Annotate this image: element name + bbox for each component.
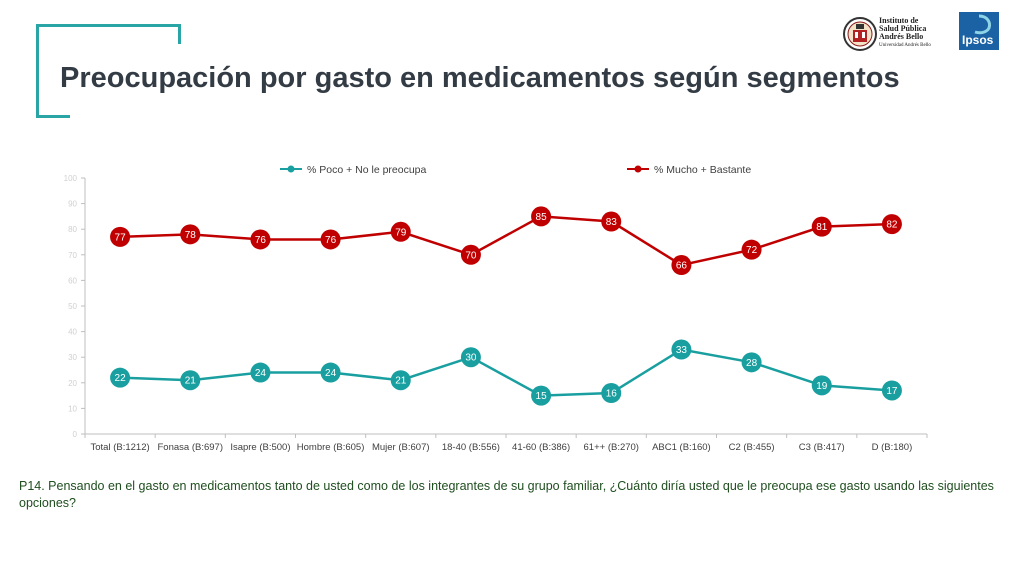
iasb-line-1: Instituto de bbox=[879, 16, 919, 25]
data-point bbox=[390, 221, 411, 242]
data-label: 16 bbox=[606, 389, 618, 400]
legend-swatch-marker bbox=[287, 165, 295, 173]
y-tick-label: 100 bbox=[64, 174, 78, 183]
x-tick-label: C3 (B:417) bbox=[799, 442, 845, 453]
data-label: 15 bbox=[536, 391, 548, 402]
data-label: 28 bbox=[746, 358, 758, 369]
y-tick-label: 60 bbox=[68, 276, 77, 285]
chart-series-layer: 22 21 24 24 21 30 15 16 33 28 19 17 77 78 76 76 79 70 85 83… bbox=[110, 206, 902, 406]
data-label: 79 bbox=[395, 227, 407, 238]
data-point bbox=[250, 362, 271, 383]
data-label: 24 bbox=[325, 368, 337, 379]
x-tick-label: Total (B:1212) bbox=[91, 442, 150, 453]
data-label: 30 bbox=[465, 353, 477, 364]
data-label: 72 bbox=[746, 245, 758, 256]
x-tick-label: D (B:180) bbox=[872, 442, 913, 453]
data-label: 76 bbox=[255, 235, 267, 246]
iasb-logo: Instituto de Salud Pública Andrés Bello … bbox=[843, 14, 943, 54]
series-line bbox=[120, 348, 893, 397]
data-label: 22 bbox=[115, 373, 127, 384]
x-tick-label: 61++ (B:270) bbox=[584, 442, 639, 453]
x-tick-label: C2 (B:455) bbox=[729, 442, 775, 453]
y-tick-label: 20 bbox=[68, 379, 77, 388]
data-point bbox=[110, 367, 131, 388]
data-point bbox=[320, 362, 341, 383]
page-title: Preocupación por gasto en medicamentos s… bbox=[60, 62, 900, 94]
data-label: 21 bbox=[185, 376, 197, 387]
x-tick-label: ABC1 (B:160) bbox=[652, 442, 711, 453]
data-point bbox=[180, 370, 201, 391]
data-point bbox=[460, 347, 481, 368]
data-point bbox=[531, 206, 552, 227]
data-label: 77 bbox=[115, 232, 127, 243]
y-tick-label: 80 bbox=[68, 225, 77, 234]
data-label: 33 bbox=[676, 345, 688, 356]
data-label: 81 bbox=[816, 222, 828, 233]
data-point bbox=[180, 224, 201, 245]
data-point bbox=[671, 339, 692, 360]
data-point bbox=[460, 244, 481, 265]
ipsos-logo: Ipsos bbox=[959, 12, 999, 50]
y-tick-label: 0 bbox=[73, 430, 78, 439]
data-label: 19 bbox=[816, 381, 828, 392]
y-tick-label: 30 bbox=[68, 353, 77, 362]
x-tick-label: Isapre (B:500) bbox=[230, 442, 290, 453]
data-label: 82 bbox=[886, 220, 898, 231]
ipsos-logo-text: Ipsos bbox=[962, 33, 994, 47]
chart-legend: % Poco + No le preocupa % Mucho + Bastant… bbox=[280, 164, 751, 176]
question-footnote: P14. Pensando en el gasto en medicamento… bbox=[19, 479, 994, 510]
x-tick-label: Hombre (B:605) bbox=[297, 442, 365, 453]
data-point bbox=[531, 385, 552, 406]
iasb-subtitle: Universidad Andrés Bello bbox=[879, 43, 931, 48]
data-point bbox=[811, 216, 832, 237]
data-point bbox=[741, 352, 762, 373]
data-label: 66 bbox=[676, 261, 688, 272]
line-chart: % Poco + No le preocupa % Mucho + Bastant… bbox=[64, 164, 928, 453]
data-point bbox=[881, 380, 902, 401]
chart-axes: 0 10 20 30 40 50 60 70 80 90 100 Total (B:1212) Fona… bbox=[64, 174, 928, 453]
y-tick-label: 50 bbox=[68, 302, 77, 311]
y-tick-label: 70 bbox=[68, 251, 77, 260]
series-line bbox=[120, 215, 892, 267]
data-point bbox=[671, 255, 692, 276]
data-point bbox=[320, 229, 341, 250]
legend-label: % Poco + No le preocupa bbox=[307, 164, 427, 176]
data-label: 21 bbox=[395, 376, 407, 387]
y-tick-label: 90 bbox=[68, 200, 77, 209]
x-tick-label: 41-60 (B:386) bbox=[512, 442, 570, 453]
data-point bbox=[110, 226, 131, 247]
data-point bbox=[811, 375, 832, 396]
y-tick-label: 40 bbox=[68, 328, 77, 337]
x-tick-label: 18-40 (B:556) bbox=[442, 442, 500, 453]
data-point bbox=[881, 214, 902, 235]
data-point bbox=[250, 229, 271, 250]
data-label: 24 bbox=[255, 368, 267, 379]
data-point bbox=[601, 383, 622, 404]
legend-label: % Mucho + Bastante bbox=[654, 164, 751, 176]
legend-swatch-marker bbox=[634, 165, 642, 173]
x-tick-label: Mujer (B:607) bbox=[372, 442, 430, 453]
data-label: 78 bbox=[185, 230, 197, 241]
data-label: 83 bbox=[606, 217, 618, 228]
iasb-line-2: Salud Pública bbox=[879, 24, 927, 33]
ipsos-mark-icon bbox=[974, 14, 991, 35]
iasb-emblem-icon bbox=[843, 17, 877, 51]
data-label: 17 bbox=[886, 386, 898, 397]
y-tick-label: 10 bbox=[68, 404, 77, 413]
data-label: 85 bbox=[536, 212, 548, 223]
x-tick-label: Fonasa (B:697) bbox=[158, 442, 223, 453]
data-label: 76 bbox=[325, 235, 337, 246]
data-point bbox=[741, 239, 762, 260]
iasb-line-3: Andrés Bello bbox=[879, 32, 924, 41]
data-point bbox=[601, 211, 622, 232]
bracket-gap bbox=[70, 113, 180, 121]
data-point bbox=[390, 370, 411, 391]
data-label: 70 bbox=[465, 250, 477, 261]
